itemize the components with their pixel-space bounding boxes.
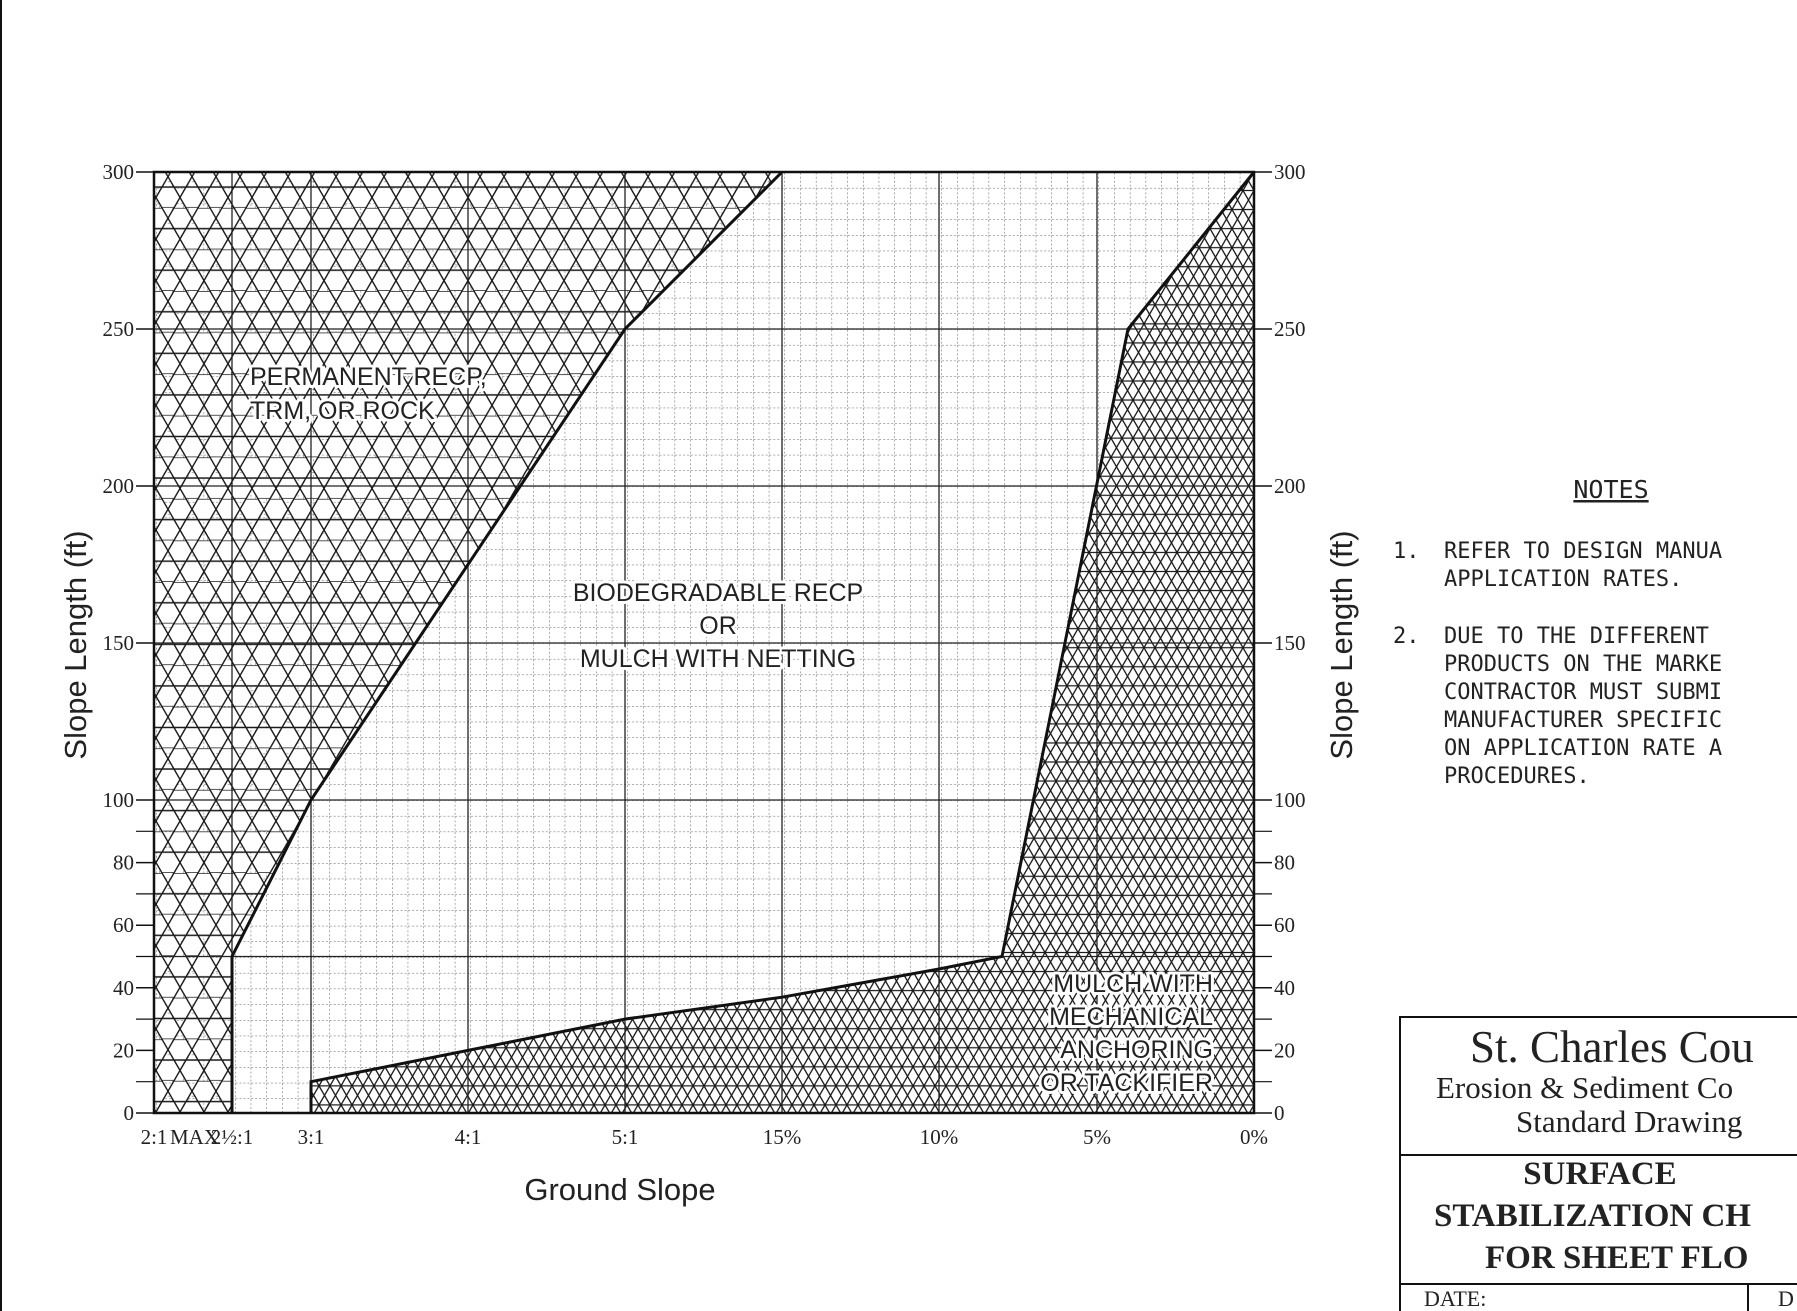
title-block-org: St. Charles Cou xyxy=(1470,1022,1754,1072)
y-tick-label-right: 0 xyxy=(1274,1101,1285,1125)
x-tick-label: 4:1 xyxy=(455,1125,482,1149)
y-tick-label-right: 60 xyxy=(1274,913,1295,937)
y-tick-label-left: 20 xyxy=(113,1038,134,1062)
drawing-title-line: SURFACE xyxy=(1523,1156,1676,1192)
title-block-line3: Standard Drawing xyxy=(1516,1104,1742,1139)
x-tick-max-suffix: MAX xyxy=(170,1125,219,1149)
zone-label-line: OR xyxy=(699,612,737,640)
note-2-line: MANUFACTURER SPECIFIC xyxy=(1444,708,1722,733)
title-block-frame xyxy=(1399,1016,1797,1311)
y-tick-label-right: 80 xyxy=(1274,851,1295,875)
x-axis-label: Ground Slope xyxy=(524,1172,715,1207)
note-2-line: CONTRACTOR MUST SUBMI xyxy=(1444,680,1722,705)
zone-label-line: MULCH WITH xyxy=(1053,970,1213,998)
date-label: DATE: xyxy=(1424,1286,1486,1311)
zone-label-line: PERMANENT RECP, xyxy=(250,363,487,391)
note-2-line: ON APPLICATION RATE A xyxy=(1444,736,1722,761)
note-2-line: DUE TO THE DIFFERENT xyxy=(1444,624,1709,649)
zone-label-line: TRM, OR ROCK xyxy=(250,397,435,425)
x-tick-label: 2½:1 xyxy=(211,1125,254,1149)
y-tick-label-right: 100 xyxy=(1274,788,1306,812)
note-1-line: REFER TO DESIGN MANUA xyxy=(1444,539,1722,564)
zone-label-line: BIODEGRADABLE RECP xyxy=(573,579,863,607)
triangle-zone-boundary xyxy=(309,171,1256,1113)
y-tick-label-right: 250 xyxy=(1274,317,1306,341)
drawn-by-label: D xyxy=(1778,1286,1794,1311)
notes-title: NOTES xyxy=(1573,475,1648,504)
y-tick-label-right: 200 xyxy=(1274,474,1306,498)
title-block-line2: Erosion & Sediment Co xyxy=(1436,1070,1733,1105)
x-tick-label: 15% xyxy=(763,1125,802,1149)
x-tick-label: 2:1 xyxy=(141,1125,168,1149)
note-1-line: APPLICATION RATES. xyxy=(1444,567,1682,592)
y-tick-label-left: 80 xyxy=(113,851,134,875)
x-tick-label: 3:1 xyxy=(298,1125,325,1149)
y-tick-label-left: 40 xyxy=(113,976,134,1000)
sheet-left-border xyxy=(0,0,2,1311)
zone-label-line: OR TACKIFIER xyxy=(1040,1069,1213,1097)
y-axis-label-right: Slope Length (ft) xyxy=(1324,530,1359,759)
x-tick-label: 5:1 xyxy=(612,1125,639,1149)
y-tick-label-left: 60 xyxy=(113,913,134,937)
title-block: St. Charles Cou Erosion & Sediment Co St… xyxy=(1399,1016,1797,1311)
notes-block: NOTES 1. REFER TO DESIGN MANUA APPLICATI… xyxy=(1393,475,1722,789)
hexagon-zone-boundary xyxy=(230,170,784,1113)
note-2-number: 2. xyxy=(1393,624,1420,649)
y-tick-label-left: 250 xyxy=(103,317,135,341)
drawing-title-line: STABILIZATION CH xyxy=(1434,1198,1751,1234)
drawing-title-line: FOR SHEET FLO xyxy=(1485,1240,1748,1276)
x-tick-label: 5% xyxy=(1083,1125,1111,1149)
y-tick-label-right: 40 xyxy=(1274,976,1295,1000)
note-2-line: PROCEDURES. xyxy=(1444,764,1590,789)
y-tick-label-left: 200 xyxy=(103,474,135,498)
x-tick-label: 10% xyxy=(920,1125,959,1149)
zone-label-line: MULCH WITH NETTING xyxy=(580,645,856,673)
note-1-number: 1. xyxy=(1393,539,1420,564)
y-tick-label-left: 300 xyxy=(103,160,135,184)
y-tick-label-right: 20 xyxy=(1274,1038,1295,1062)
y-tick-label-left: 100 xyxy=(103,788,135,812)
note-2-line: PRODUCTS ON THE MARKE xyxy=(1444,652,1722,677)
x-tick-label: 0% xyxy=(1240,1125,1268,1149)
y-tick-label-left: 150 xyxy=(103,631,135,655)
y-tick-label-right: 150 xyxy=(1274,631,1306,655)
zone-label-line: ANCHORING xyxy=(1060,1036,1213,1064)
y-tick-label-right: 300 xyxy=(1274,160,1306,184)
y-tick-label-left: 0 xyxy=(124,1101,135,1125)
y-axis-label-left: Slope Length (ft) xyxy=(58,530,93,759)
zone-label-line: MECHANICAL xyxy=(1049,1003,1213,1031)
